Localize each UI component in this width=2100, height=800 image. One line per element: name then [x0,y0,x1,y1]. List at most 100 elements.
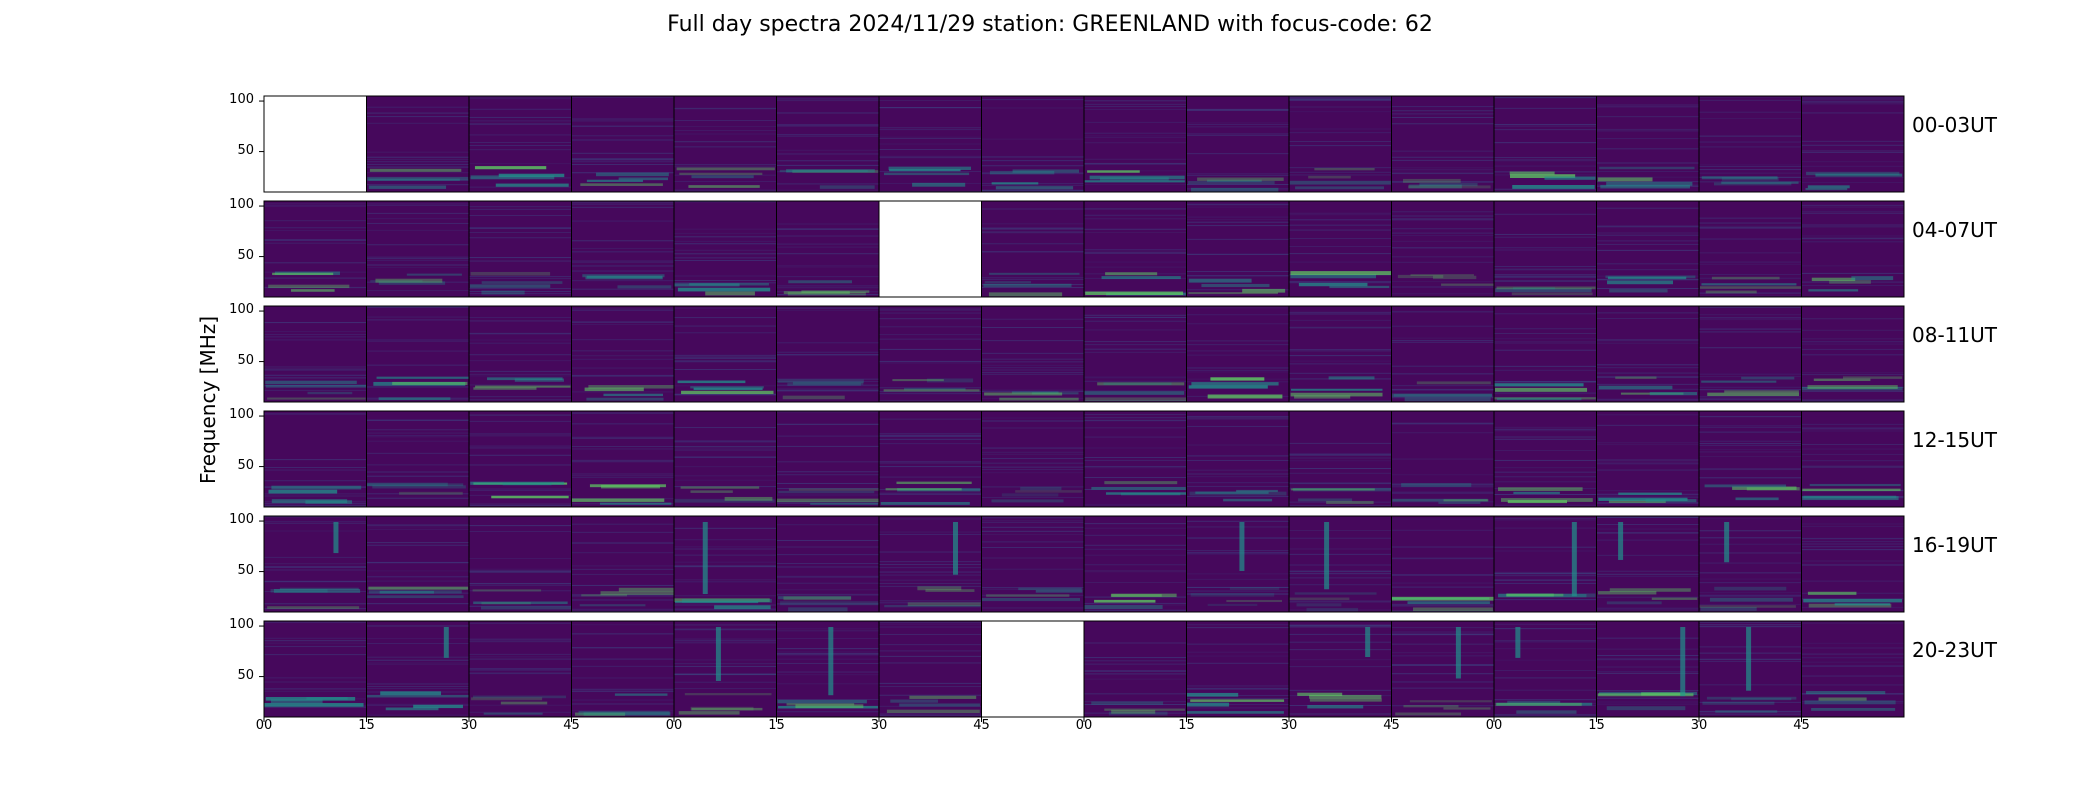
panel-background [571,621,674,717]
panel-background [1289,201,1392,297]
spectrogram-panel-0-4 [673,95,777,193]
panel-background [674,96,777,192]
spectrogram-panel-5-5 [776,620,880,718]
x-tick-label: 15 [1178,718,1195,733]
spectrogram-panel-3-2 [468,410,572,508]
spectrogram-panel-2-13 [1596,305,1700,403]
panel-background [469,621,572,717]
spectrogram-panel-0-0 [263,95,367,193]
x-tick-label: 00 [1075,718,1093,733]
panel-background [879,516,982,612]
panel-background [981,96,1084,192]
panel-background [879,411,982,507]
panel-frame [1801,200,1905,298]
spectrogram-panel-2-6 [878,305,982,403]
spectrogram-panel-1-2 [468,200,572,298]
spectrogram-panel-2-5 [776,305,880,403]
panel-background [1596,516,1699,612]
panel-background [1494,201,1597,297]
panel-background [1494,516,1597,612]
panel-frame [1801,515,1905,613]
spectrogram-panel-2-1 [366,305,470,403]
x-tick-label: 15 [358,718,375,733]
y-tick-label: 50 [237,457,254,473]
panel-background [674,621,777,717]
spectrogram-panel-3-10 [1288,410,1392,508]
spectrogram-panel-5-10 [1288,620,1392,718]
x-tick-label: 15 [768,718,785,733]
y-tick-label: 100 [229,92,254,108]
spectrogram-panel-1-1 [366,200,470,298]
spectrogram-panel-0-2 [468,95,572,193]
spectrogram-panel-4-4 [673,515,777,613]
panel-background [674,201,777,297]
panel-background [1699,411,1802,507]
panel-background [674,411,777,507]
panel-background [1289,411,1392,507]
spectra-row-3 [259,410,1905,508]
panel-background [1699,516,1802,612]
y-tick-label: 100 [229,302,254,318]
spectrogram-panel-5-6 [878,620,982,718]
chart-title: Full day spectra 2024/11/29 station: GRE… [667,12,1433,37]
spectrogram-panel-2-10 [1288,305,1392,403]
spectrogram-panel-4-8 [1083,515,1187,613]
spectrogram-panel-0-1 [366,95,470,193]
empty-panel [879,201,982,297]
x-tick-label: 30 [1280,718,1298,733]
panel-background [1289,516,1392,612]
row-label: 12-15UT [1912,428,1997,452]
y-tick-label: 100 [229,197,254,213]
spectrogram-panel-2-11 [1391,305,1495,403]
spectrogram-panel-4-9 [1186,515,1290,613]
spectrogram-panel-5-12 [1493,620,1597,718]
panel-background [1391,96,1494,192]
spectrogram-panel-3-15 [1801,410,1905,508]
spectra-row-0 [259,95,1905,193]
x-tick-label: 30 [870,718,888,733]
panel-background [264,516,367,612]
spectrogram-panel-5-0 [263,620,367,718]
spectrogram-panel-5-4 [673,620,777,718]
panel-background [1494,306,1597,402]
panel-background [1289,96,1392,192]
spectrogram-panel-0-14 [1698,95,1802,193]
panel-background [1699,306,1802,402]
panel-background [981,306,1084,402]
panel-background [1801,621,1904,717]
panel-background [776,96,879,192]
spectrogram-panel-0-5 [776,95,880,193]
spectrogram-panel-2-9 [1186,305,1290,403]
spectrogram-panel-5-8 [1083,620,1187,718]
spectrogram-panel-4-3 [571,515,675,613]
panel-frame [1801,410,1905,508]
spectrogram-panel-1-7 [981,200,1085,298]
spectrogram-panel-4-7 [981,515,1085,613]
panel-background [1391,201,1494,297]
spectra-row-2 [259,305,1905,403]
spectrogram-panel-4-0 [263,515,367,613]
y-tick-label: 50 [237,247,254,263]
x-tick-label: 15 [1588,718,1605,733]
panel-background [1391,306,1494,402]
spectrogram-panel-1-13 [1596,200,1700,298]
spectrogram-panel-1-12 [1493,200,1597,298]
spectrogram-panel-0-9 [1186,95,1290,193]
panel-background [776,411,879,507]
spectrogram-panel-3-13 [1596,410,1700,508]
x-tick-label: 00 [1485,718,1503,733]
panel-background [366,201,469,297]
spectrogram-panel-2-4 [673,305,777,403]
row-label: 04-07UT [1912,218,1997,242]
panel-background [674,306,777,402]
spectrogram-panel-0-8 [1083,95,1187,193]
panel-background [1801,306,1904,402]
spectrogram-panel-5-11 [1391,620,1495,718]
spectrogram-panel-1-9 [1186,200,1290,298]
panel-background [571,201,674,297]
spectrogram-panel-5-7 [981,620,1085,718]
panel-background [1699,96,1802,192]
panel-background [1596,411,1699,507]
spectrogram-panel-2-12 [1493,305,1597,403]
